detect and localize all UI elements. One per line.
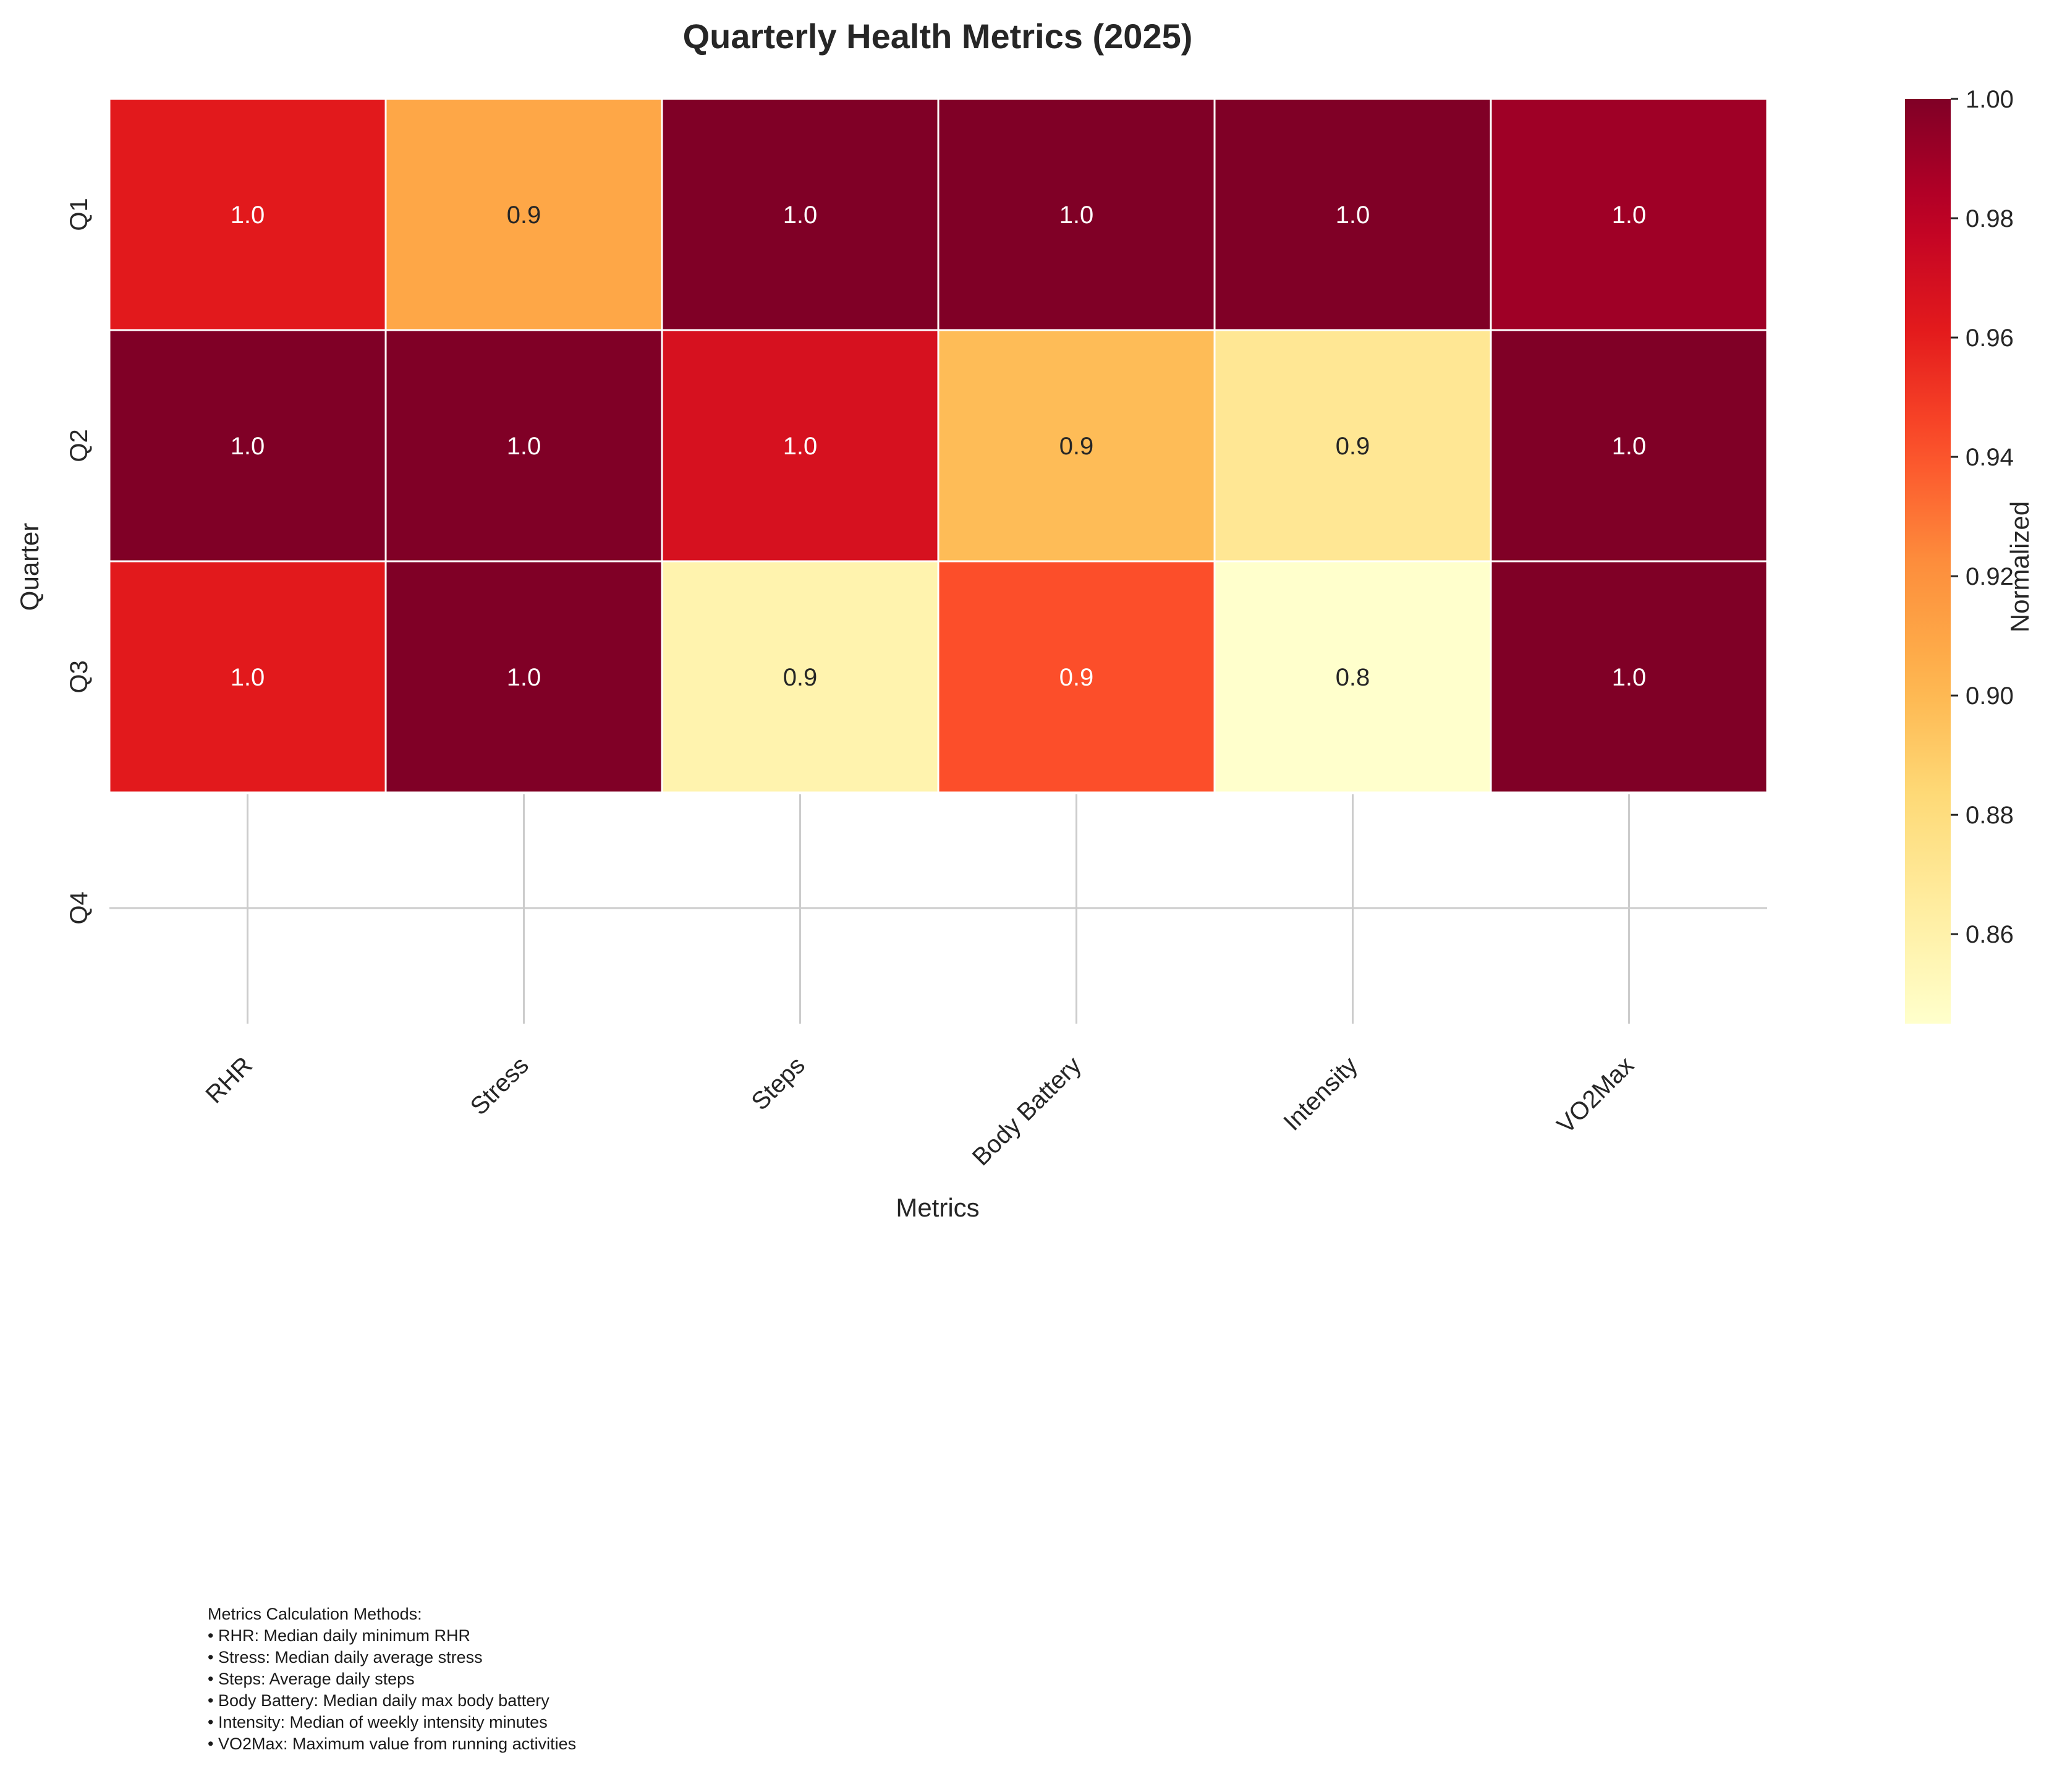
heatmap-cell bbox=[937, 560, 1216, 794]
heatmap-cell bbox=[937, 329, 1216, 563]
heatmap-empty-cell bbox=[1215, 792, 1490, 794]
heatmap-cell bbox=[661, 329, 940, 563]
notes-item: • VO2Max: Maximum value from running act… bbox=[208, 1735, 577, 1753]
heatmap-cell-label: 1.0 bbox=[1612, 202, 1647, 229]
heatmap-cell-label: 1.0 bbox=[507, 664, 541, 691]
notes-item: • Stress: Median daily average stress bbox=[208, 1648, 483, 1667]
heatmap-cell-label: 0.9 bbox=[1059, 664, 1094, 691]
heatmap-cell bbox=[108, 560, 387, 794]
heatmap-cell bbox=[1213, 98, 1492, 331]
notes-item: • Steps: Average daily steps bbox=[208, 1670, 415, 1688]
notes-item: • Intensity: Median of weekly intensity … bbox=[208, 1713, 548, 1731]
heatmap-cell-label: 0.9 bbox=[1059, 433, 1094, 460]
heatmap-cell bbox=[108, 98, 387, 331]
x-axis-label: Metrics bbox=[896, 1193, 979, 1222]
heatmap-cell-label: 1.0 bbox=[1059, 202, 1094, 229]
notes-item: • RHR: Median daily minimum RHR bbox=[208, 1626, 471, 1645]
y-tick-label: Q1 bbox=[66, 198, 93, 231]
heatmap-cell-label: 1.0 bbox=[1336, 202, 1370, 229]
heatmap-cell-label: 1.0 bbox=[1612, 433, 1647, 460]
heatmap-cell-label: 1.0 bbox=[507, 433, 541, 460]
heatmap-empty-cell bbox=[110, 792, 385, 794]
heatmap-cell bbox=[384, 98, 663, 331]
heatmap-empty-cell bbox=[386, 792, 661, 794]
heatmap-cell bbox=[384, 560, 663, 794]
heatmap-cell bbox=[384, 329, 663, 563]
colorbar-tick-label: 0.86 bbox=[1966, 921, 2014, 948]
heatmap-cell-label: 1.0 bbox=[783, 433, 818, 460]
notes-heading: Metrics Calculation Methods: bbox=[208, 1605, 422, 1623]
heatmap-cell-label: 0.9 bbox=[783, 664, 818, 691]
y-tick-label: Q4 bbox=[66, 891, 93, 924]
heatmap-empty-cell bbox=[939, 792, 1214, 794]
heatmap-cell-label: 1.0 bbox=[231, 433, 265, 460]
y-axis-ticks: Q1 Q2 Q3 Q4 bbox=[66, 198, 93, 924]
y-tick-label: Q2 bbox=[66, 429, 93, 462]
heatmap-cell bbox=[1490, 98, 1768, 331]
colorbar-tick-label: 0.90 bbox=[1966, 682, 2014, 710]
x-tick-label: Body Battery bbox=[967, 1051, 1087, 1171]
colorbar-tick-label: 1.00 bbox=[1966, 86, 2014, 113]
heatmap-cell-label: 1.0 bbox=[231, 202, 265, 229]
heatmap-cell bbox=[1213, 329, 1492, 563]
colorbar-tick-label: 0.98 bbox=[1966, 205, 2014, 232]
heatmap-cell-label: 1.0 bbox=[1612, 664, 1647, 691]
colorbar-tick-label: 0.92 bbox=[1966, 563, 2014, 590]
heatmap-cell-label: 0.9 bbox=[507, 202, 541, 229]
x-tick-label: Stress bbox=[465, 1051, 534, 1120]
heatmap-cells: 1.0 0.9 1.0 1.0 1.0 1.0 1.0 1.0 1.0 0.9 0.9 1.0 1.0 1… bbox=[108, 98, 1768, 794]
heatmap-empty-cell bbox=[663, 792, 938, 794]
colorbar-tick-label: 0.96 bbox=[1966, 325, 2014, 352]
chart-title: Quarterly Health Metrics (2025) bbox=[683, 17, 1193, 56]
heatmap-cell bbox=[1490, 560, 1768, 794]
x-tick-label: RHR bbox=[200, 1051, 257, 1108]
heatmap-cell bbox=[661, 560, 940, 794]
x-tick-label: VO2Max bbox=[1552, 1051, 1639, 1139]
y-axis-label: Quarter bbox=[15, 523, 44, 611]
colorbar-tick-label: 0.88 bbox=[1966, 802, 2014, 829]
y-tick-label: Q3 bbox=[66, 660, 93, 693]
x-tick-label: Intensity bbox=[1278, 1051, 1362, 1136]
heatmap-empty-cell bbox=[1491, 792, 1767, 794]
heatmap-cell-label: 0.9 bbox=[1336, 433, 1370, 460]
x-tick-label: Steps bbox=[746, 1051, 810, 1115]
heatmap-cell bbox=[937, 98, 1216, 331]
heatmap-cell-label: 0.8 bbox=[1336, 664, 1370, 691]
notes-item: • Body Battery: Median daily max body ba… bbox=[208, 1691, 549, 1710]
heatmap-cell-label: 1.0 bbox=[231, 664, 265, 691]
metrics-notes: Metrics Calculation Methods: • RHR: Medi… bbox=[208, 1603, 576, 1755]
colorbar-tick-label: 0.94 bbox=[1966, 444, 2014, 471]
colorbar-gradient bbox=[1905, 99, 1951, 1024]
heatmap-cell-label: 1.0 bbox=[783, 202, 818, 229]
heatmap-cell bbox=[1490, 329, 1768, 563]
colorbar: 0.86 0.88 0.90 0.92 0.94 0.96 0.98 1.00 bbox=[1905, 86, 2014, 1024]
colorbar-label: Normalized bbox=[2005, 501, 2034, 632]
heatmap-cell bbox=[108, 329, 387, 563]
x-axis-ticks: RHR Stress Steps Body Battery Intensity VO2Ma… bbox=[200, 1051, 1639, 1171]
